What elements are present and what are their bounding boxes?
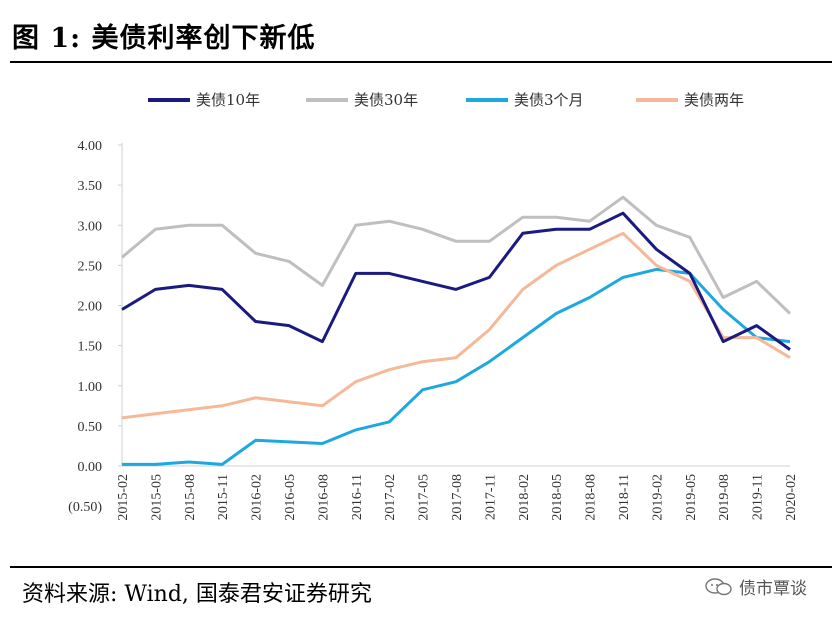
watermark-text: 债市覃谈: [739, 579, 807, 599]
series-line: [121, 231, 791, 420]
x-tick-label: 2018-08: [584, 474, 599, 521]
line-chart: 美债10年 美债30年 美债3个月 美债两年 (0.50) 0.00 0.50 1.00 1.…: [68, 91, 799, 521]
x-tick-label: 2017-02: [383, 474, 398, 521]
x-tick-label: 2015-02: [116, 474, 131, 521]
plot-lines: [121, 195, 792, 466]
legend-label: 美债3个月: [514, 91, 584, 109]
x-tick-label: 2019-05: [684, 474, 699, 521]
source-note: 资料来源: Wind, 国泰君安证券研究: [22, 582, 372, 607]
series-line: [121, 211, 791, 351]
x-tick-label: 2016-02: [250, 474, 265, 521]
top-rule: [10, 61, 832, 63]
x-tick-label: 2015-11: [216, 474, 231, 520]
series-line: [121, 195, 792, 315]
x-tick-label: 2016-05: [283, 474, 298, 521]
x-tick-label: 2015-08: [183, 474, 198, 521]
y-tick-label: 1.00: [78, 380, 103, 395]
x-tick-label: 2019-11: [751, 474, 766, 520]
x-tick-label: 2018-02: [517, 474, 532, 521]
y-tick-label: 0.00: [78, 460, 103, 475]
x-tick-label: 2020-02: [784, 474, 799, 521]
x-tick-label: 2017-08: [450, 474, 465, 521]
x-axis: 2015-02 2015-05 2015-08 2015-11 2016-02 2016-…: [116, 474, 799, 521]
y-tick-label: 3.00: [78, 219, 103, 234]
y-tick-label: 2.00: [78, 300, 103, 315]
x-tick-label: 2015-05: [149, 474, 164, 521]
y-tick-label: 4.00: [78, 139, 103, 154]
y-axis: (0.50) 0.00 0.50 1.00 1.50 2.00 2.50 3.00 3.50 4.…: [68, 139, 790, 515]
y-tick-label: (0.50): [68, 500, 102, 515]
y-tick-label: 0.50: [78, 420, 103, 435]
x-tick-label: 2017-05: [417, 474, 432, 521]
figure-title: 图 1: 美债利率创下新低: [12, 23, 316, 54]
watermark: 债市覃谈: [705, 574, 807, 599]
x-tick-label: 2016-08: [316, 474, 331, 521]
legend: 美债10年 美债30年 美债3个月 美债两年: [148, 91, 744, 109]
y-tick-label: 3.50: [78, 179, 103, 194]
x-tick-label: 2019-02: [650, 474, 665, 521]
x-tick-label: 2018-11: [617, 474, 632, 520]
y-tick-label: 2.50: [78, 259, 103, 274]
legend-label: 美债10年: [196, 91, 260, 109]
series-line: [122, 267, 791, 466]
x-tick-label: 2016-11: [350, 474, 365, 520]
x-tick-label: 2019-08: [717, 474, 732, 521]
y-tick-label: 1.50: [78, 340, 103, 355]
wechat-icon: [705, 577, 732, 595]
bottom-rule: [10, 566, 832, 568]
x-tick-label: 2018-05: [550, 474, 565, 521]
legend-label: 美债两年: [684, 91, 744, 109]
x-tick-label: 2017-11: [483, 474, 498, 520]
legend-label: 美债30年: [354, 91, 418, 109]
